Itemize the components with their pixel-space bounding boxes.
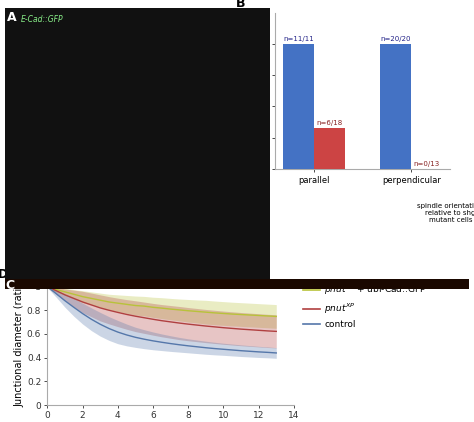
Y-axis label: Junctional diameter (ratio): Junctional diameter (ratio)	[14, 279, 24, 407]
Text: D: D	[0, 268, 9, 281]
Text: n=11/11: n=11/11	[283, 36, 314, 42]
Y-axis label: cytokinesis completion (%): cytokinesis completion (%)	[240, 36, 249, 145]
Bar	[283, 44, 314, 169]
Text: E-Cad::GFP: E-Cad::GFP	[21, 15, 64, 24]
Text: C: C	[5, 279, 14, 292]
Legend: $pnut^{XP}$ + ubi-Cad::GFP, $pnut^{XP}$, control: $pnut^{XP}$ + ubi-Cad::GFP, $pnut^{XP}$,…	[303, 283, 427, 330]
Text: n=20/20: n=20/20	[381, 36, 411, 42]
Bar	[314, 127, 345, 169]
Text: spindle orientation
relative to shg
mutant cells: spindle orientation relative to shg muta…	[418, 203, 474, 223]
Text: B: B	[237, 0, 246, 10]
Text: n=6/18: n=6/18	[317, 120, 343, 126]
Bar	[380, 44, 411, 169]
Text: A: A	[8, 11, 17, 24]
Text: n=0/13: n=0/13	[414, 161, 440, 167]
